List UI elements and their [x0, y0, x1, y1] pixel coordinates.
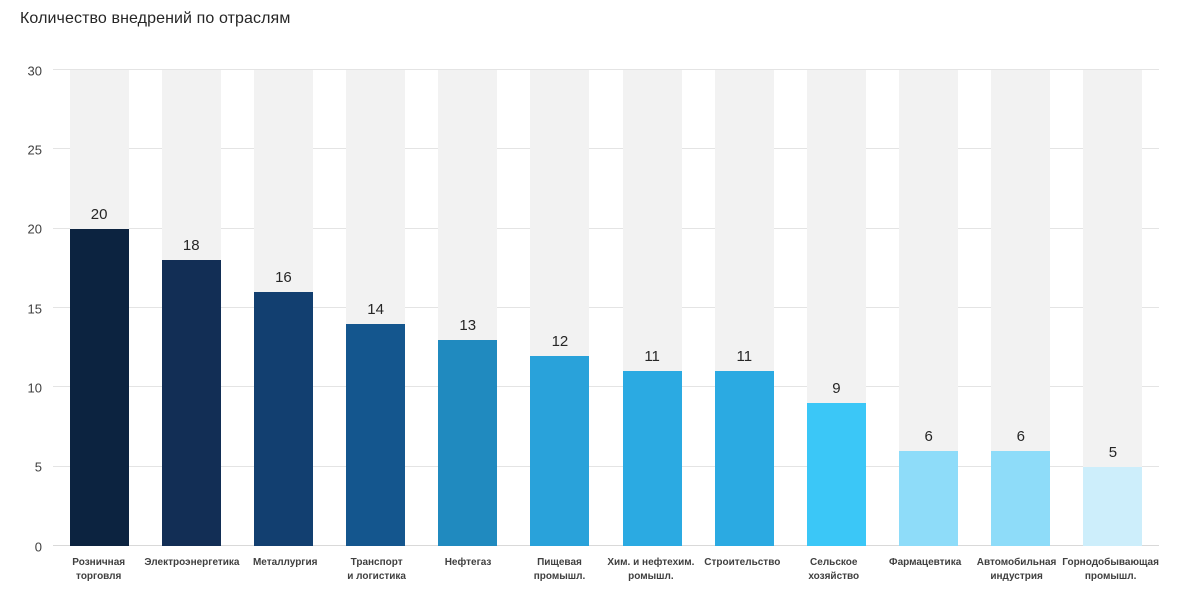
plot-area: 0 5 10 15 20 25 30 20 18 16 14 13 12 11 11 9 6 6 5 — [28, 63, 1159, 554]
x-category-label: Нефтегаз — [444, 557, 492, 568]
bar — [530, 355, 590, 546]
bar-column: 12 — [514, 70, 606, 546]
gridline-10 — [53, 386, 1159, 388]
bar-column: 9 — [790, 70, 882, 546]
y-tick-label-25: 25 — [27, 142, 42, 158]
bar — [806, 403, 866, 546]
bar-column: 16 — [237, 70, 329, 546]
value-label: 13 — [459, 316, 477, 334]
y-tick-label-30: 30 — [27, 63, 42, 78]
value-label: 11 — [644, 348, 660, 366]
bar — [1083, 466, 1143, 546]
bar-column: 11 — [698, 70, 790, 546]
value-label: 14 — [367, 300, 384, 318]
y-tick-label-0: 0 — [34, 539, 42, 554]
x-axis-labels: Розничная торговля Электроэнергетика Метал… — [53, 556, 1159, 583]
column-stripe — [1083, 70, 1143, 546]
bar — [253, 292, 313, 546]
value-label: 16 — [275, 269, 292, 287]
value-label: 5 — [1108, 443, 1118, 461]
bar-column: 5 — [1067, 70, 1159, 546]
value-label: 20 — [90, 205, 108, 223]
bar — [438, 339, 498, 546]
gridline-20 — [53, 227, 1159, 229]
y-tick-label-5: 5 — [34, 459, 42, 475]
bar-column: 14 — [330, 70, 422, 546]
x-category-label: Строительство — [704, 557, 781, 568]
chart-title: Количество внедрений по отраслям — [20, 10, 291, 27]
bar — [161, 260, 221, 546]
x-category-label: Автомобильная индустрия — [976, 557, 1057, 582]
x-category-label: Розничная торговля — [72, 557, 126, 582]
bar-column: 6 — [883, 70, 975, 546]
y-tick-label-15: 15 — [27, 301, 42, 316]
bar-column: 6 — [975, 70, 1067, 546]
bar — [346, 323, 406, 546]
bar — [899, 450, 959, 546]
x-category-label: Горнодобывающая промышл. — [1062, 557, 1159, 582]
bar-column: 11 — [606, 70, 698, 546]
bar-column: 20 — [53, 70, 145, 546]
value-label: 6 — [1016, 427, 1025, 445]
gridline-30 — [53, 69, 1159, 70]
value-label: 18 — [182, 237, 200, 255]
value-label: 12 — [551, 332, 569, 350]
x-category-label: Металлургия — [252, 557, 318, 568]
bar-column: 18 — [145, 70, 237, 546]
bar — [991, 450, 1051, 546]
value-label: 6 — [924, 427, 933, 445]
x-category-label: Фармацевтика — [889, 557, 962, 568]
bar-columns: 20 18 16 14 13 12 11 11 9 6 6 5 — [53, 70, 1159, 546]
value-label: 9 — [832, 380, 841, 398]
gridline-25 — [53, 148, 1159, 150]
y-tick-label-20: 20 — [27, 221, 42, 237]
x-category-label: Транспорт и логистика — [347, 557, 406, 582]
y-tick-label-10: 10 — [27, 380, 42, 396]
bar — [69, 228, 129, 546]
bar — [714, 371, 774, 546]
gridline-15 — [53, 307, 1159, 308]
x-category-label: Пищевая промышл. — [533, 557, 586, 582]
gridline-0 — [53, 545, 1159, 546]
bar — [622, 371, 682, 546]
value-label: 11 — [736, 348, 753, 366]
bar-column: 13 — [422, 70, 514, 546]
gridline-5 — [53, 465, 1159, 467]
x-category-label: Электроэнергетика — [144, 557, 240, 568]
x-category-label: Хим. и нефтехим. ромышл. — [607, 557, 695, 582]
x-category-label: Сельское хозяйство — [808, 557, 860, 582]
